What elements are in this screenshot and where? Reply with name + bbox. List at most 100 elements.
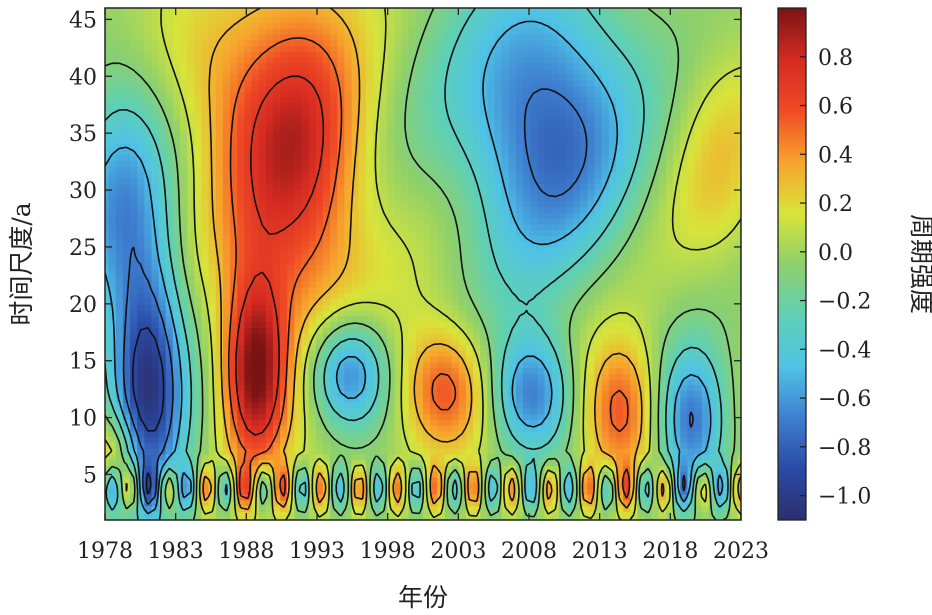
heatmap-cell xyxy=(465,453,474,461)
heatmap-cell xyxy=(408,430,417,438)
heatmap-cell xyxy=(665,298,674,305)
heatmap-cell xyxy=(265,350,274,357)
heatmap-cell xyxy=(294,333,303,340)
heatmap-cell xyxy=(287,494,295,501)
heatmap-cell xyxy=(105,442,110,449)
heatmap-cell xyxy=(423,292,431,300)
heatmap-cell xyxy=(172,396,181,403)
heatmap-cell xyxy=(394,482,403,489)
heatmap-cell xyxy=(130,488,138,495)
heatmap-cell xyxy=(715,292,724,300)
heatmap-cell xyxy=(615,333,624,340)
heatmap-cell xyxy=(580,315,588,323)
heatmap-cell xyxy=(122,425,131,432)
heatmap-cell xyxy=(130,482,138,489)
heatmap-cell xyxy=(651,281,660,288)
heatmap-cell xyxy=(530,379,538,386)
heatmap-cell xyxy=(673,396,681,403)
heatmap-cell xyxy=(508,361,517,369)
heatmap-cell xyxy=(222,200,231,208)
heatmap-cell xyxy=(701,269,710,277)
heatmap-cell xyxy=(387,453,396,461)
heatmap-cell xyxy=(208,407,217,415)
heatmap-cell xyxy=(537,402,546,409)
heatmap-cell xyxy=(301,373,310,380)
heatmap-cell xyxy=(265,465,274,472)
heatmap-cell xyxy=(308,310,317,317)
heatmap-cell xyxy=(105,206,110,213)
heatmap-cell xyxy=(573,298,581,305)
heatmap-cell xyxy=(180,338,188,346)
heatmap-cell xyxy=(480,505,488,512)
heatmap-cell xyxy=(537,269,546,277)
heatmap-cell xyxy=(265,287,274,294)
heatmap-cell xyxy=(715,367,724,374)
heatmap-cell xyxy=(337,333,345,340)
heatmap-cell xyxy=(401,407,410,415)
heatmap-cell xyxy=(130,258,138,265)
heatmap-cell xyxy=(465,315,474,323)
heatmap-cell xyxy=(515,327,524,334)
heatmap-cell xyxy=(701,436,710,443)
heatmap-cell xyxy=(508,436,517,443)
heatmap-cell xyxy=(222,390,231,397)
heatmap-cell xyxy=(137,373,145,380)
heatmap-cell xyxy=(180,344,188,351)
heatmap-cell xyxy=(144,338,153,346)
heatmap-cell xyxy=(108,465,117,472)
heatmap-cell xyxy=(187,338,195,346)
heatmap-cell xyxy=(680,344,689,351)
heatmap-cell xyxy=(187,517,195,520)
heatmap-cell xyxy=(430,367,438,374)
heatmap-cell xyxy=(473,304,481,311)
heatmap-cell xyxy=(194,505,203,512)
heatmap-cell xyxy=(265,384,274,392)
heatmap-cell xyxy=(337,384,345,392)
heatmap-cell xyxy=(230,384,238,392)
heatmap-cell xyxy=(473,321,481,328)
heatmap-cell xyxy=(408,212,417,219)
heatmap-cell xyxy=(573,448,581,455)
heatmap-cell xyxy=(451,430,460,438)
heatmap-cell xyxy=(651,310,660,317)
heatmap-cell xyxy=(108,459,117,466)
heatmap-cell xyxy=(144,275,153,282)
heatmap-cell xyxy=(701,298,710,305)
heatmap-cell xyxy=(608,338,617,346)
heatmap-cell xyxy=(680,281,689,288)
heatmap-cell xyxy=(294,465,303,472)
heatmap-cell xyxy=(680,499,689,507)
heatmap-cell xyxy=(251,217,260,225)
heatmap-cell xyxy=(665,344,674,351)
heatmap-cell xyxy=(737,419,741,426)
heatmap-cell xyxy=(465,407,474,415)
heatmap-cell xyxy=(644,246,653,254)
heatmap-cell xyxy=(608,436,617,443)
heatmap-cell xyxy=(537,206,546,213)
heatmap-cell xyxy=(222,465,231,472)
heatmap-cell xyxy=(272,482,281,489)
heatmap-cell xyxy=(708,448,717,455)
heatmap-cell xyxy=(608,264,617,271)
heatmap-cell xyxy=(437,281,446,288)
heatmap-cell xyxy=(508,292,517,300)
heatmap-cell xyxy=(105,200,110,208)
heatmap-cell xyxy=(165,310,174,317)
heatmap-cell xyxy=(280,384,288,392)
heatmap-cell xyxy=(222,350,231,357)
heatmap-cell xyxy=(708,413,717,420)
heatmap-cell xyxy=(473,310,481,317)
heatmap-cell xyxy=(151,511,160,518)
heatmap-cell xyxy=(451,499,460,507)
heatmap-cell xyxy=(515,402,524,409)
heatmap-cell xyxy=(458,223,467,231)
heatmap-cell xyxy=(258,281,267,288)
heatmap-cell xyxy=(280,298,288,305)
heatmap-cell xyxy=(105,350,110,357)
heatmap-cell xyxy=(272,402,281,409)
heatmap-cell xyxy=(594,223,603,231)
heatmap-cell xyxy=(272,212,281,219)
heatmap-cell xyxy=(515,407,524,415)
heatmap-cell xyxy=(165,200,174,208)
